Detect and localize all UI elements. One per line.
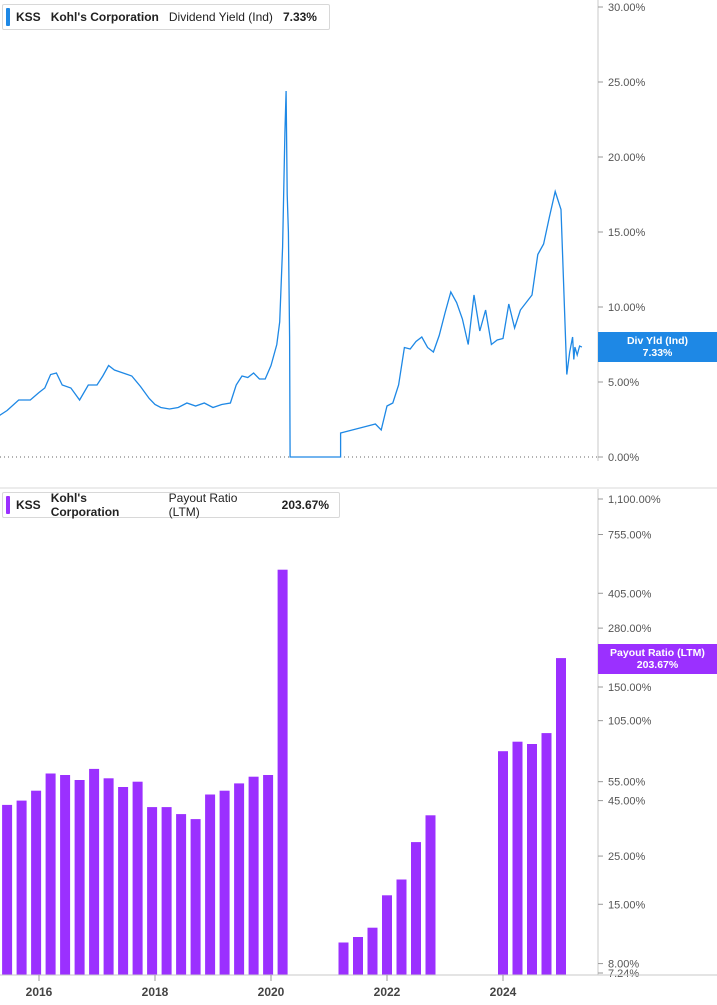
bottom-tick-label: 755.00%: [608, 530, 652, 542]
payout-legend-company: Kohl's Corporation: [50, 491, 120, 519]
yield-flag-value: 7.33%: [642, 347, 673, 359]
x-tick-label: 2016: [26, 985, 53, 999]
payout-legend-ticker: KSS: [16, 498, 41, 512]
payout-bar[interactable]: [31, 790, 42, 975]
payout-bar[interactable]: [176, 814, 187, 975]
payout-bar[interactable]: [2, 804, 13, 975]
yield-legend-swatch: [6, 8, 10, 26]
payout-bar[interactable]: [16, 800, 27, 975]
payout-bar[interactable]: [411, 842, 421, 975]
payout-legend: KSS Kohl's Corporation Payout Ratio (LTM…: [2, 491, 340, 519]
top-tick-label: 0.00%: [608, 452, 639, 464]
top-tick-label: 10.00%: [608, 302, 646, 314]
top-tick-label: 30.00%: [608, 2, 646, 14]
yield-legend-value: 7.33%: [282, 10, 317, 24]
dividend-yield-line: [0, 90, 583, 458]
x-tick-label: 2020: [258, 985, 285, 999]
payout-bar[interactable]: [205, 794, 216, 976]
bottom-tick-label: 1,100.00%: [608, 494, 661, 506]
payout-bar[interactable]: [60, 775, 71, 975]
payout-ratio-bars: [2, 569, 566, 976]
bottom-tick-label: 15.00%: [608, 899, 646, 911]
top-tick-label: 25.00%: [608, 77, 646, 89]
x-tick-label: 2024: [490, 985, 517, 999]
payout-flag-label: Payout Ratio (LTM): [610, 647, 705, 659]
payout-bar[interactable]: [498, 751, 508, 975]
x-axis-ticks: 2016 2018 2020 2022 2024: [26, 975, 517, 999]
payout-bar[interactable]: [103, 778, 114, 975]
payout-legend-value: 203.67%: [281, 498, 330, 512]
bottom-panel: 1,100.00% 755.00% 405.00% 280.00% 150.00% 105…: [2, 489, 661, 980]
bottom-tick-label: 25.00%: [608, 851, 646, 863]
yield-legend: KSS Kohl's Corporation Dividend Yield (I…: [2, 4, 330, 30]
top-tick-label: 15.00%: [608, 227, 646, 239]
bottom-tick-label: 45.00%: [608, 796, 646, 808]
yield-legend-company: Kohl's Corporation: [50, 10, 159, 24]
payout-legend-swatch: [6, 496, 10, 514]
payout-bar[interactable]: [219, 790, 230, 975]
bottom-tick-label: 280.00%: [608, 623, 652, 635]
yield-legend-ticker: KSS: [16, 10, 41, 24]
payout-bar[interactable]: [425, 815, 436, 975]
payout-bar[interactable]: [396, 879, 407, 976]
bottom-tick-label: 8.00%: [608, 959, 639, 971]
yield-value-flag: Div Yld (Ind) 7.33%: [598, 332, 717, 362]
payout-bar[interactable]: [132, 781, 143, 975]
payout-bar[interactable]: [527, 744, 537, 975]
bottom-tick-label: 105.00%: [608, 716, 652, 728]
bottom-tick-label: 150.00%: [608, 682, 652, 694]
payout-bar[interactable]: [263, 775, 274, 975]
payout-bar[interactable]: [118, 787, 129, 975]
top-panel: 30.00% 25.00% 20.00% 15.00% 10.00% 5.00% 0.00%: [0, 0, 646, 464]
payout-bar[interactable]: [353, 937, 363, 975]
yield-legend-metric: Dividend Yield (Ind): [168, 10, 273, 24]
top-tick-label: 20.00%: [608, 152, 646, 164]
payout-bar[interactable]: [277, 569, 288, 975]
payout-bar[interactable]: [367, 927, 378, 975]
top-tick-label: 5.00%: [608, 377, 639, 389]
bottom-y-ticks: 1,100.00% 755.00% 405.00% 280.00% 150.00% 105…: [598, 494, 661, 980]
payout-bar[interactable]: [512, 741, 523, 975]
payout-bar[interactable]: [556, 658, 566, 975]
payout-bar[interactable]: [190, 819, 201, 975]
bottom-tick-label: 405.00%: [608, 588, 652, 600]
bottom-tick-label: 7.24%: [608, 968, 639, 980]
payout-value-flag: Payout Ratio (LTM) 203.67%: [598, 644, 717, 674]
payout-bar[interactable]: [74, 780, 85, 975]
payout-bar[interactable]: [248, 776, 259, 975]
payout-bar[interactable]: [382, 895, 392, 975]
payout-bar[interactable]: [234, 783, 245, 975]
x-tick-label: 2022: [374, 985, 401, 999]
payout-bar[interactable]: [541, 733, 552, 975]
payout-bar[interactable]: [161, 807, 172, 975]
payout-flag-value: 203.67%: [636, 659, 679, 671]
payout-bar[interactable]: [89, 768, 100, 975]
x-tick-label: 2018: [142, 985, 169, 999]
yield-flag-label: Div Yld (Ind): [626, 335, 689, 347]
payout-bar[interactable]: [338, 942, 349, 976]
payout-bar[interactable]: [45, 773, 56, 976]
payout-bar[interactable]: [147, 807, 158, 975]
payout-legend-metric: Payout Ratio (LTM): [168, 491, 238, 519]
top-y-ticks: 30.00% 25.00% 20.00% 15.00% 10.00% 5.00% 0.00%: [598, 2, 646, 464]
bottom-tick-label: 55.00%: [608, 777, 646, 789]
